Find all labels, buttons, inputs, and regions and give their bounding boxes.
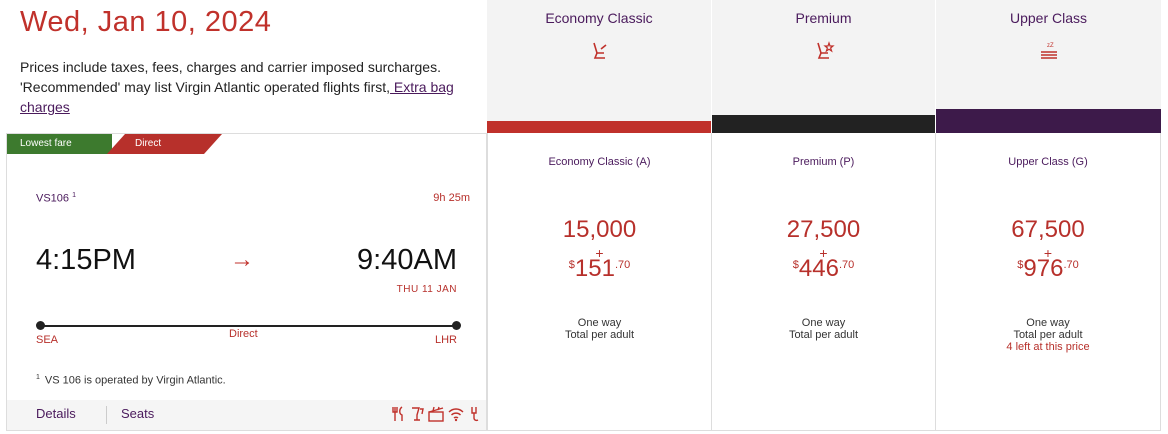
cash-cents: .70 [1063, 259, 1079, 271]
cabin-color-bar [487, 121, 711, 133]
destination-airport: LHR [434, 334, 457, 346]
origin-airport: SEA [36, 334, 59, 346]
seat-star-icon [816, 41, 835, 59]
price-note: Prices include taxes, fees, charges and … [20, 57, 460, 117]
arrow-right-icon: → [230, 246, 254, 273]
origin-dot [36, 321, 45, 330]
wifi-icon [448, 408, 464, 422]
fare-points: 15,000 [562, 216, 637, 243]
direct-tag: Direct [107, 134, 222, 154]
flight-number: VS106 1 [36, 192, 76, 205]
drinks-icon [412, 407, 424, 421]
trip-type: One way [577, 317, 622, 329]
meal-icon [392, 406, 403, 421]
entertainment-icon [428, 406, 444, 422]
currency-symbol: $ [792, 259, 799, 271]
arrival-time: 9:40AM [357, 244, 457, 276]
power-icon [471, 407, 479, 422]
fare-cell-upper[interactable]: Upper Class (G) 67,500 + $976.70 One way… [935, 133, 1161, 431]
arrival-date: THU 11 JAN [396, 284, 457, 295]
flight-duration: 9h 25m [433, 192, 470, 204]
cabin-color-bar [712, 115, 935, 133]
cash-amount: 446 [798, 255, 839, 282]
destination-dot [452, 321, 461, 330]
stop-label: Direct [229, 328, 258, 340]
fare-name: Upper Class (G) [1008, 156, 1088, 168]
price-basis: Total per adult [564, 329, 635, 341]
plus-sign: + [595, 245, 604, 261]
operated-by-note: 1 VS 106 is operated by Virgin Atlantic. [36, 374, 226, 387]
plus-sign: + [819, 245, 828, 261]
flight-number-text: VS106 [36, 192, 70, 205]
seats-link[interactable]: Seats [121, 406, 155, 421]
currency-symbol: $ [1017, 259, 1024, 271]
fare-name: Premium (P) [792, 156, 855, 168]
fare-cash: $976.70 [936, 255, 1160, 283]
cash-amount: 151 [574, 255, 615, 282]
travel-date: Wed, Jan 10, 2024 [20, 6, 272, 38]
amenities [392, 406, 480, 422]
lowest-fare-tag: Lowest fare [7, 134, 112, 154]
results-header: Wed, Jan 10, 2024 Prices include taxes, … [0, 0, 487, 133]
cabin-title: Premium [795, 10, 852, 26]
cabin-title: Economy Classic [545, 10, 653, 26]
plus-sign: + [1043, 245, 1053, 261]
fare-cell-economy[interactable]: Economy Classic (A) 15,000 + $151.70 One… [487, 133, 711, 431]
cash-amount: 976 [1023, 255, 1064, 282]
cabin-header-upper: Upper Class zZ [935, 0, 1161, 133]
price-basis: Total per adult [1013, 329, 1083, 341]
fare-cash: $446.70 [712, 255, 935, 283]
fare-cash: $151.70 [488, 255, 711, 283]
seat-icon [593, 42, 607, 59]
flight-card-footer: Details Seats [7, 400, 486, 430]
trip-type: One way [1026, 317, 1070, 329]
footnote-mark: 1 [36, 374, 40, 381]
fare-terms: One way Total per adult [712, 317, 935, 341]
flight-card: Lowest fare Direct VS106 1 9h 25m 4:15PM… [6, 133, 487, 431]
route-line [40, 325, 457, 327]
cash-cents: .70 [838, 259, 855, 271]
operated-by-text: VS 106 is operated by Virgin Atlantic. [44, 374, 226, 387]
seats-left-notice: 4 left at this price [1006, 341, 1090, 353]
svg-text:zZ: zZ [1047, 43, 1054, 49]
fare-cell-premium[interactable]: Premium (P) 27,500 + $446.70 One way Tot… [711, 133, 935, 431]
extra-bag-charges-link[interactable]: Extra bag charges [20, 79, 454, 115]
footnote-mark: 1 [72, 192, 76, 199]
cash-cents: .70 [614, 259, 631, 271]
bed-icon: zZ [1040, 43, 1057, 59]
fare-name: Economy Classic (A) [548, 156, 651, 168]
departure-time: 4:15PM [36, 244, 136, 276]
fare-points: 27,500 [786, 216, 861, 243]
trip-type: One way [801, 317, 846, 329]
fare-terms: One way Total per adult [936, 317, 1160, 341]
details-link[interactable]: Details [36, 406, 76, 421]
cabin-title: Upper Class [1009, 10, 1088, 26]
cabin-header-economy: Economy Classic [487, 0, 711, 133]
divider [106, 406, 107, 424]
price-basis: Total per adult [788, 329, 859, 341]
price-note-text: Prices include taxes, fees, charges and … [20, 59, 441, 95]
cabin-color-bar [936, 109, 1161, 133]
fare-terms: One way Total per adult [488, 317, 711, 341]
fare-points: 67,500 [1011, 216, 1085, 243]
cabin-header-premium: Premium [711, 0, 935, 133]
currency-symbol: $ [568, 259, 575, 271]
